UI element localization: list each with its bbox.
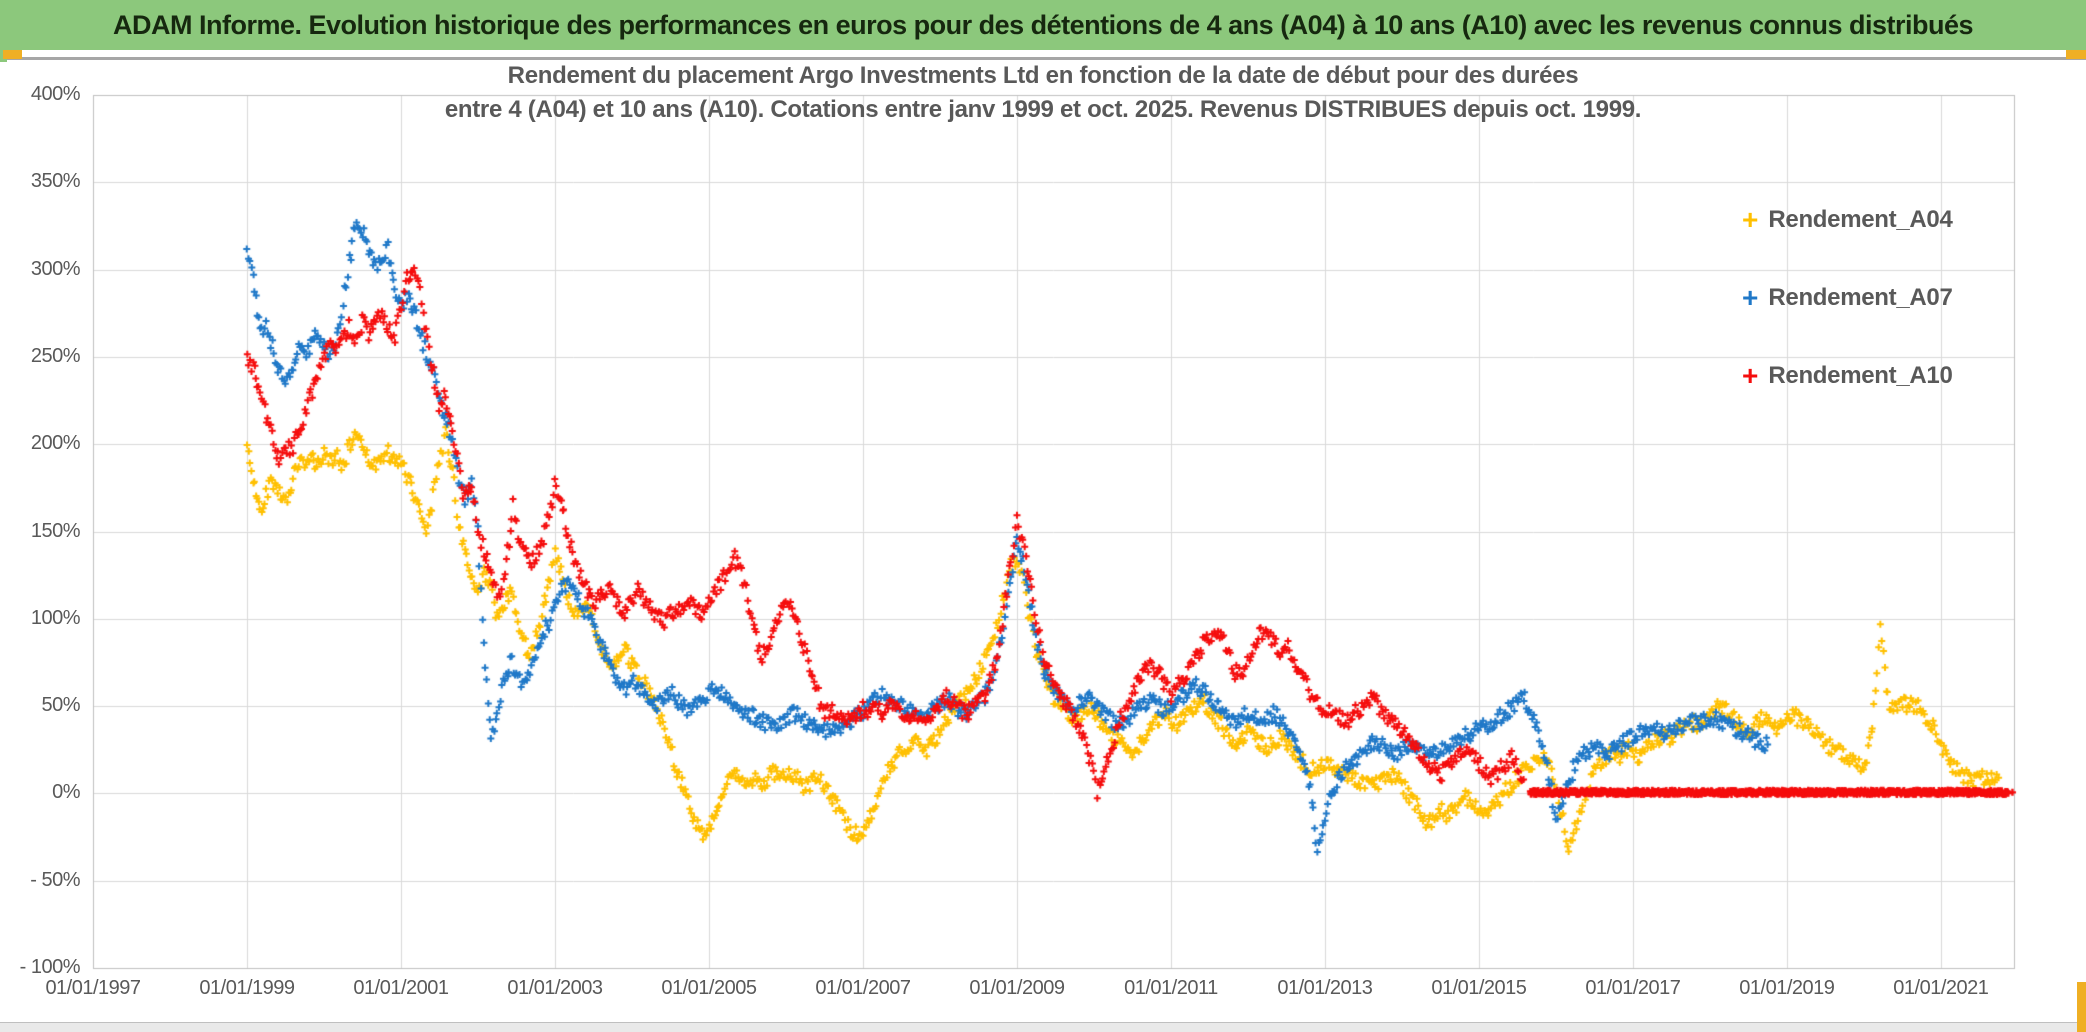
x-tick-label: 01/01/2021	[1893, 977, 1989, 999]
bottom-scrollbar-strip[interactable]	[0, 1022, 2086, 1032]
x-tick-label: 01/01/2011	[1124, 977, 1218, 999]
y-tick-label: 150%	[30, 519, 81, 542]
x-tick-label: 01/01/2001	[353, 977, 449, 999]
y-tick-label: 200%	[30, 432, 81, 455]
y-tick-label: - 50%	[30, 868, 80, 891]
y-tick-label: - 100%	[19, 956, 81, 978]
chart-legend: + Rendement_A04 + Rendement_A07 + Rendement_A…	[1742, 203, 1953, 437]
y-tick-label: 350%	[30, 170, 81, 193]
x-tick-label: 01/01/2017	[1585, 977, 1681, 999]
x-tick-label: 01/01/2013	[1277, 977, 1373, 999]
x-tick-label: 01/01/2015	[1431, 977, 1527, 999]
x-tick-label: 01/01/2005	[661, 977, 757, 999]
right-edge-accent	[2077, 982, 2086, 1032]
x-tick-label: 01/01/2007	[815, 977, 911, 999]
y-tick-label: 250%	[30, 344, 81, 367]
y-tick-label: 100%	[30, 606, 81, 629]
legend-item-rendement_a10[interactable]: + Rendement_A10	[1742, 359, 1953, 393]
legend-label: Rendement_A10	[1768, 362, 1953, 389]
x-tick-label: 01/01/2019	[1739, 977, 1835, 999]
chart-title-line2: entre 4 (A04) et 10 ans (A10). Cotations…	[444, 96, 1642, 123]
x-tick-label: 01/01/1997	[45, 977, 141, 999]
y-tick-label: 50%	[41, 694, 80, 717]
y-tick-label: 400%	[30, 83, 81, 105]
x-tick-label: 01/01/1999	[199, 977, 295, 999]
x-tick-label: 01/01/2003	[507, 977, 603, 999]
x-tick-label: 01/01/2009	[969, 977, 1065, 999]
plus-marker-icon: +	[1742, 204, 1759, 235]
legend-item-rendement_a07[interactable]: + Rendement_A07	[1742, 281, 1953, 315]
legend-item-rendement_a04[interactable]: + Rendement_A04	[1742, 203, 1953, 237]
legend-label: Rendement_A04	[1768, 206, 1953, 233]
plus-marker-icon: +	[1742, 360, 1759, 391]
chart-title-line1: Rendement du placement Argo Investments …	[507, 62, 1579, 89]
legend-label: Rendement_A07	[1768, 284, 1953, 311]
y-tick-label: 0%	[52, 781, 80, 804]
plus-marker-icon: +	[1742, 282, 1759, 313]
y-tick-label: 300%	[30, 257, 81, 280]
